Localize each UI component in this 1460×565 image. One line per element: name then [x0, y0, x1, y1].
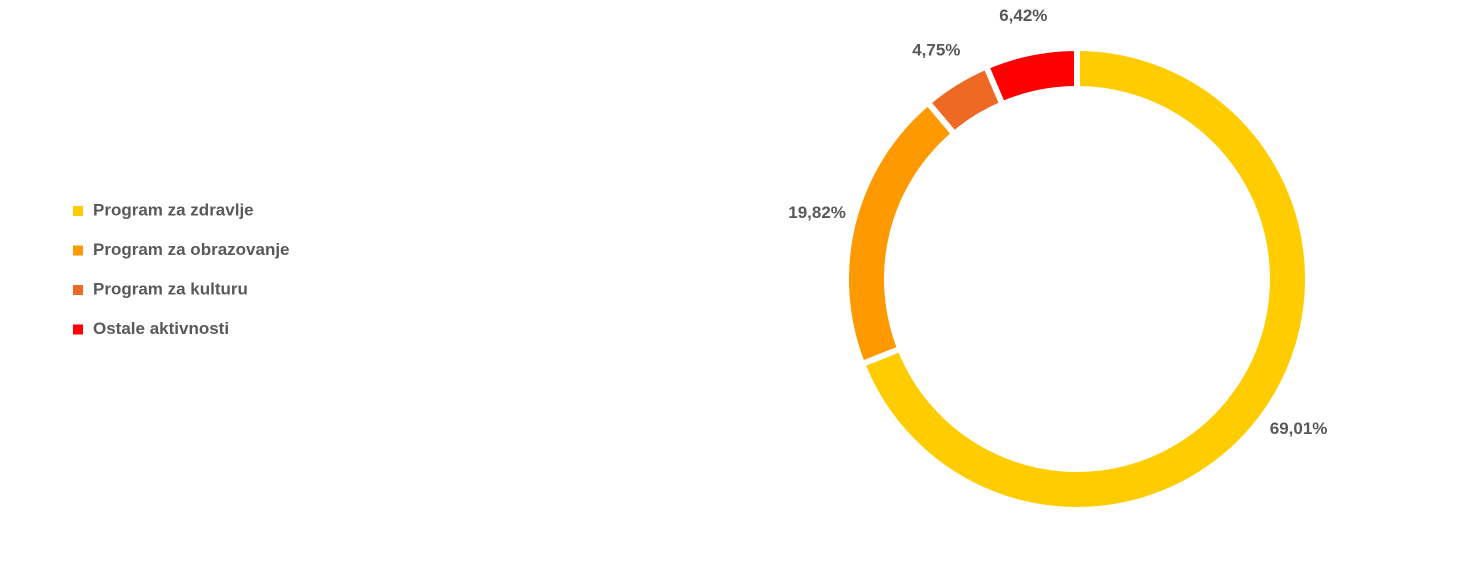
legend-label: Program za zdravlje	[93, 200, 254, 219]
legend-marker	[73, 206, 83, 216]
data-label: 4,75%	[912, 40, 960, 59]
data-label: 6,42%	[999, 6, 1047, 25]
donut-segment	[982, 44, 1080, 109]
legend-marker	[73, 324, 83, 335]
data-label: 19,82%	[788, 203, 846, 222]
data-label: 69,01%	[1270, 419, 1328, 438]
legend-label: Program za kulturu	[93, 279, 248, 298]
legend-marker	[73, 245, 83, 256]
legend-marker	[73, 285, 83, 295]
donut-segment	[843, 98, 959, 368]
legend-label: Ostale aktivnosti	[93, 319, 229, 338]
legend-label: Program za obrazovanje	[93, 240, 290, 259]
donut-segment	[858, 44, 1311, 513]
